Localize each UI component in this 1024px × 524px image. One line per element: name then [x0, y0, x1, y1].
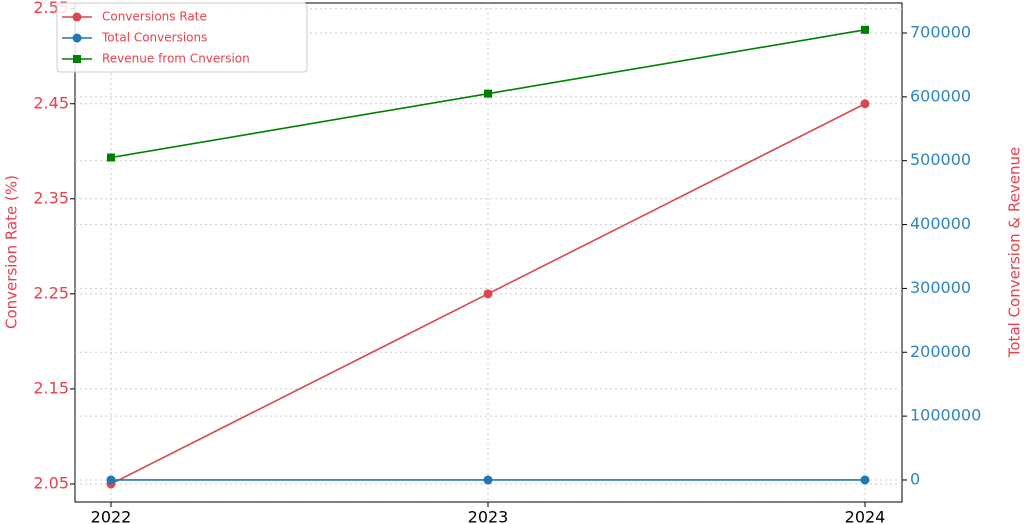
legend-label: Total Conversions	[101, 31, 207, 45]
x-tick-label: 2024	[845, 508, 886, 524]
legend-marker	[72, 33, 82, 43]
y2-tick-label: 700000	[910, 23, 971, 42]
data-point	[106, 475, 116, 485]
y2-tick-label: 600000	[910, 86, 971, 105]
y-tick-label: 2.45	[33, 93, 69, 112]
y-axis-title: Conversion Rate (%)	[3, 175, 21, 329]
x-tick-label: 2022	[91, 508, 132, 524]
data-point	[484, 89, 492, 98]
legend-label: Conversions Rate	[102, 10, 207, 24]
y2-tick-label: 1000000	[910, 406, 981, 425]
x-tick-label: 2023	[468, 508, 509, 524]
data-point	[860, 475, 870, 485]
y2-axis-title: Total Conversion & Revenue	[1006, 147, 1024, 358]
y-tick-label: 2.35	[33, 188, 69, 207]
y2-tick-label: 400000	[910, 214, 971, 233]
y-tick-label: 2.15	[33, 378, 69, 397]
data-point	[860, 99, 870, 109]
data-point	[483, 289, 493, 299]
legend-box	[56, 2, 308, 73]
y2-tick-label: 300000	[910, 278, 971, 297]
y2-tick-label: 500000	[910, 150, 971, 169]
grid	[75, 3, 902, 502]
legend-label: Revenue from Cnversion	[102, 52, 250, 66]
y2-tick-label: 200000	[910, 342, 971, 361]
y-tick-label: 2.05	[33, 473, 69, 492]
data-point	[107, 153, 115, 162]
data-point	[861, 25, 869, 34]
data-point	[483, 475, 493, 485]
legend: Conversions Rate Total Conversions Revenue…	[56, 2, 308, 73]
legend-marker	[72, 12, 82, 22]
legend-marker	[73, 55, 81, 63]
y2-tick-label: 0	[910, 469, 920, 488]
plot-frame	[74, 2, 903, 503]
y-tick-label: 2.25	[33, 283, 69, 302]
